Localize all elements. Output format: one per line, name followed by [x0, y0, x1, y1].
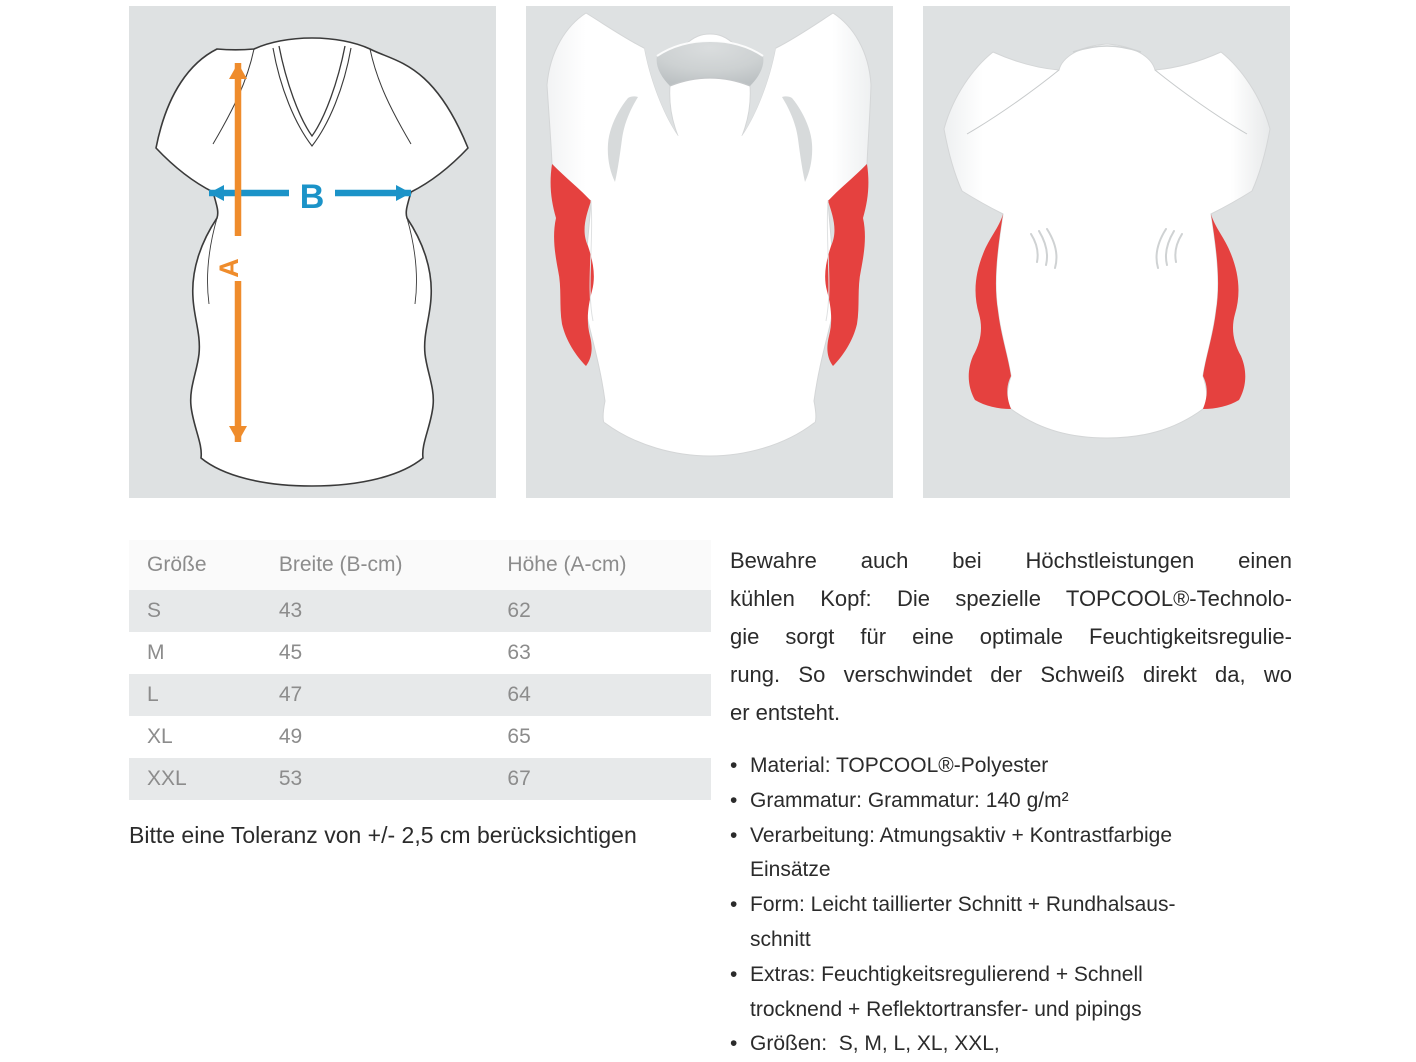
- svg-text:B: B: [300, 178, 325, 216]
- svg-text:A: A: [214, 258, 244, 278]
